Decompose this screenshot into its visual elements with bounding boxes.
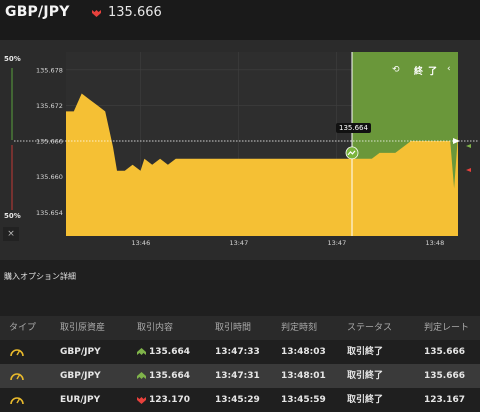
asset: GBP/JPY (60, 347, 101, 357)
gauge-icon (10, 349, 24, 357)
table-row[interactable]: GBP/JPY 135.664 13:47:33 13:48:03 取引終了 1… (0, 340, 480, 364)
x-tick-label: 13:47 (327, 239, 346, 247)
judge-rate: 135.666 (424, 371, 465, 381)
refresh-icon[interactable]: ⟲ (392, 65, 400, 75)
left-top-percentage: 50% (4, 55, 21, 63)
judge-time: 13:48:03 (281, 347, 326, 357)
trade-content: 123.170 (137, 388, 190, 412)
left-bottom-percentage: 50% (4, 212, 21, 220)
content-value: 135.664 (149, 347, 190, 357)
judge-time: 13:45:59 (281, 395, 326, 405)
header-asset: 取引原資産 (60, 323, 106, 333)
asset: GBP/JPY (60, 371, 101, 381)
chart-panel: 135.678 135.672 135.666 135.660 135.654 13:46… (0, 40, 480, 260)
judge-rate: 123.167 (424, 395, 465, 405)
header-rate: 判定レート (424, 323, 470, 333)
down-arrow-icon (137, 396, 146, 404)
y-tick-label: 135.666 (36, 138, 63, 146)
entry-price-tag: 135.664 (336, 123, 371, 133)
trend-up-icon (347, 150, 356, 156)
y-tick-label: 135.660 (36, 173, 63, 181)
judge-time: 13:48:01 (281, 371, 326, 381)
gauge-icon (10, 397, 24, 405)
content-value: 135.664 (149, 371, 190, 381)
price-area (66, 93, 458, 236)
purchase-option-details-title: 購入オプション詳細 (4, 272, 76, 281)
chevron-left-icon[interactable]: ‹ (447, 64, 451, 74)
trade-content: 135.664 (137, 340, 190, 364)
trade-time: 13:47:33 (215, 347, 260, 357)
header-bar: GBP/JPY 135.666 (0, 0, 480, 40)
table-row[interactable]: GBP/JPY 135.664 13:47:31 13:48:01 取引終了 1… (0, 364, 480, 388)
status: 取引終了 (347, 371, 384, 381)
trade-time: 13:47:31 (215, 371, 260, 381)
close-chart-button[interactable]: × (3, 227, 19, 241)
trade-content: 135.664 (137, 364, 190, 388)
header-content: 取引内容 (137, 323, 174, 333)
current-price-marker (453, 138, 460, 145)
up-arrow-icon (466, 144, 471, 148)
up-arrow-icon (137, 371, 146, 379)
asset: EUR/JPY (60, 395, 101, 405)
header-type: タイプ (9, 323, 37, 333)
content-value: 123.170 (149, 395, 190, 405)
pair-title[interactable]: GBP/JPY (5, 4, 70, 20)
judge-rate: 135.666 (424, 347, 465, 357)
current-price: 135.666 (108, 5, 162, 20)
x-tick-label: 13:46 (131, 239, 150, 247)
trade-time: 13:45:29 (215, 395, 260, 405)
up-arrow-icon (137, 347, 146, 355)
table-row[interactable]: EUR/JPY 123.170 13:45:29 13:45:59 取引終了 1… (0, 388, 480, 412)
x-tick-label: 13:47 (229, 239, 248, 247)
table-header-row: タイプ 取引原資産 取引内容 取引時間 判定時刻 ステータス 判定レート (0, 316, 480, 340)
down-arrow-icon (92, 10, 101, 17)
header-status: ステータス (347, 323, 393, 333)
x-tick-label: 13:48 (425, 239, 444, 247)
header-judge-time: 判定時刻 (281, 323, 318, 333)
y-tick-label: 135.654 (36, 209, 63, 217)
status: 取引終了 (347, 347, 384, 357)
status: 取引終了 (347, 395, 384, 405)
y-tick-label: 135.672 (36, 102, 63, 110)
price-chart[interactable]: 135.678 135.672 135.666 135.660 135.654 13:46… (0, 40, 480, 260)
y-tick-label: 135.678 (36, 66, 63, 74)
header-trade-time: 取引時間 (215, 323, 252, 333)
end-zone-label: 終 了 (414, 67, 439, 77)
gauge-icon (10, 373, 24, 381)
down-arrow-icon (466, 168, 471, 172)
